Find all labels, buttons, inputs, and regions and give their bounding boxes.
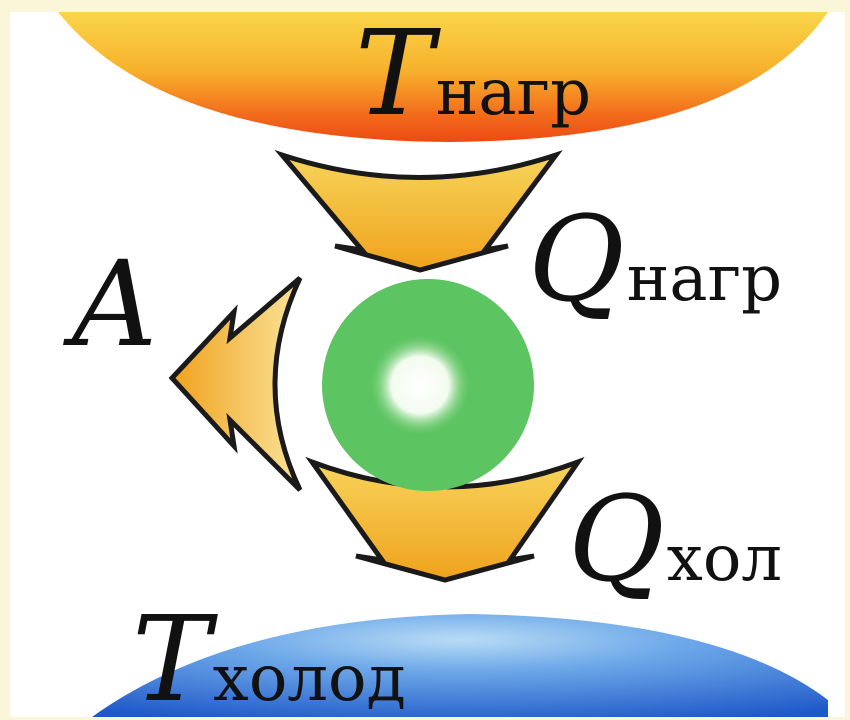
hot-reservoir-shape: [58, 12, 828, 142]
work-label: A: [63, 235, 157, 373]
cold-reservoir: [92, 614, 828, 717]
engine: [322, 279, 534, 491]
heat-in-label: Qнагр: [528, 190, 782, 328]
heat-in-arrow: [274, 149, 563, 273]
heat-out-arrow: [305, 456, 585, 583]
heat-out-label: Qхол: [568, 470, 782, 608]
hot-reservoir-label: Tнагр: [355, 4, 591, 142]
cold-reservoir-label: Tхолод: [132, 590, 406, 720]
work-arrow: [168, 276, 303, 492]
engine-core: [368, 333, 472, 437]
hot-reservoir: [58, 12, 828, 142]
cold-reservoir-shape: [92, 614, 828, 717]
